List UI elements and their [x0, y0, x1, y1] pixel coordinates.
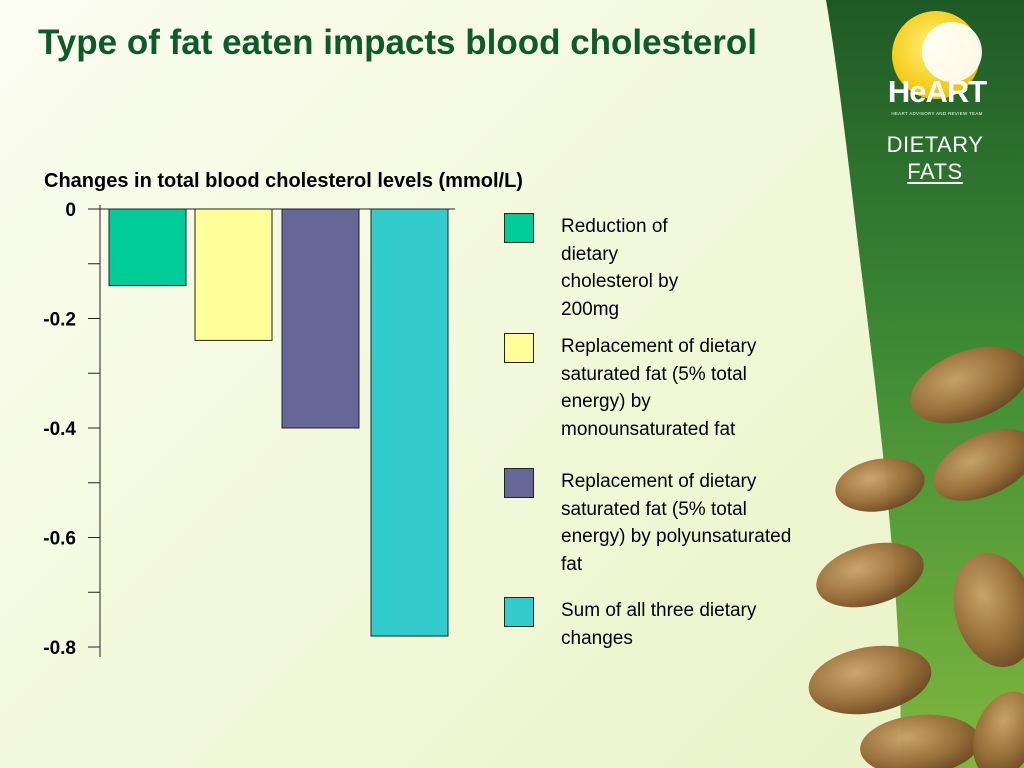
legend-label: Reduction of dietary cholesterol by 200m… [561, 216, 679, 320]
bar [194, 208, 273, 341]
y-tick-label: -0.4 [43, 419, 76, 440]
y-tick-label: -0.2 [43, 310, 76, 331]
bar-chart: 0 -0.2 -0.4 -0.6 -0.8 [43, 200, 455, 659]
heart-logo-icon [892, 11, 982, 99]
bar [108, 208, 187, 287]
bar [281, 208, 360, 429]
y-tick-label: -0.8 [43, 638, 76, 659]
legend-swatch [504, 468, 534, 498]
legend-label: Sum of all three dietary changes [561, 600, 757, 649]
y-tick-label: -0.6 [43, 529, 76, 550]
almond-image [808, 346, 1024, 768]
legend-swatch [504, 597, 534, 627]
legend-swatch [504, 213, 534, 243]
slide-title: Type of fat eaten impacts blood choleste… [38, 23, 757, 62]
legend-swatch [504, 333, 534, 363]
heart-logo-subtitle: HEART ADVISORY AND REVIEW TEAM [891, 111, 983, 116]
bar [370, 208, 449, 637]
heart-logo-text: HeART [887, 74, 987, 109]
legend-label: Replacement of dietary saturated fat (5%… [561, 471, 792, 575]
brand-fats: FATS [907, 159, 963, 184]
y-tick-label: 0 [65, 200, 76, 221]
brand-dietary: DIETARY [886, 132, 984, 157]
chart-title: Changes in total blood cholesterol level… [44, 170, 523, 192]
legend-label: Replacement of dietary saturated fat (5%… [561, 336, 757, 440]
